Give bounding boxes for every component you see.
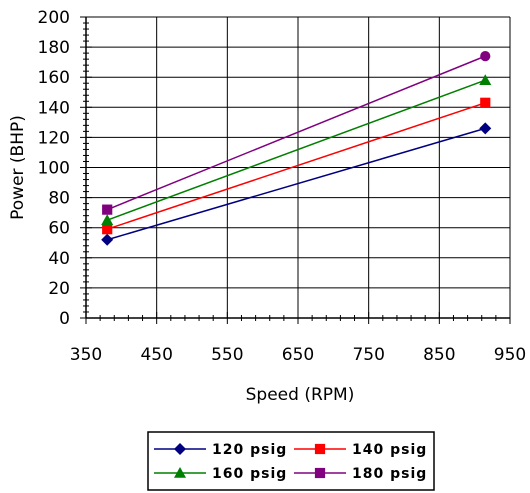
legend-box — [147, 431, 435, 491]
y-axis-title: Power (BHP) — [8, 115, 28, 220]
legend-label: 160 psig — [212, 466, 287, 482]
x-tick-label: 350 — [70, 345, 102, 365]
legend-label: 180 psig — [352, 466, 427, 482]
legend-marker — [314, 443, 326, 455]
x-tick-label: 550 — [211, 345, 243, 365]
x-tick-label: 450 — [140, 345, 172, 365]
x-tick-label: 950 — [494, 345, 526, 365]
y-tick-label: 40 — [48, 249, 70, 269]
series-layer — [101, 51, 492, 246]
legend-item: 160 psig — [154, 466, 287, 482]
y-tick-label: 100 — [38, 159, 70, 179]
data-point — [480, 51, 491, 62]
y-tick-label: 60 — [48, 219, 70, 239]
legend-label: 140 psig — [352, 442, 427, 458]
data-point — [480, 97, 491, 108]
tick-labels: 0 20 40 60 80 100 120 140 160 180 200 350 450 550 650 7… — [38, 8, 527, 365]
legend-item: 180 psig — [294, 466, 427, 482]
legend-marker — [174, 467, 186, 478]
grid — [86, 16, 511, 318]
legend: 120 psig 140 psig 160 psig 180 psig — [147, 431, 435, 491]
series-160-psig — [101, 74, 492, 225]
x-tick-label: 750 — [352, 345, 384, 365]
data-point — [101, 233, 114, 246]
y-tick-label: 160 — [38, 68, 70, 88]
legend-item: 120 psig — [154, 442, 287, 458]
series-line — [106, 79, 486, 221]
x-tick-label: 650 — [282, 345, 314, 365]
series-line — [106, 127, 486, 241]
x-axis-title: Speed (RPM) — [246, 385, 355, 405]
data-point — [479, 74, 492, 86]
legend-item: 140 psig — [294, 442, 427, 458]
legend-marker — [174, 443, 186, 455]
y-tick-label: 20 — [48, 279, 70, 299]
series-line — [106, 102, 486, 230]
y-tick-label: 180 — [38, 38, 70, 58]
series-120-psig — [101, 122, 492, 246]
y-tick-label: 80 — [48, 189, 70, 209]
series-180-psig — [102, 51, 491, 215]
data-point — [479, 122, 492, 135]
series-140-psig — [102, 97, 491, 235]
series-line — [106, 55, 486, 211]
legend-marker — [314, 467, 326, 479]
y-tick-label: 120 — [38, 128, 70, 148]
data-point — [102, 204, 113, 215]
y-tick-label: 0 — [59, 309, 70, 329]
legend-label: 120 psig — [212, 442, 287, 458]
axes — [80, 16, 511, 324]
data-point — [101, 214, 114, 225]
y-tick-label: 200 — [38, 8, 70, 28]
data-point — [102, 224, 113, 235]
x-tick-label: 850 — [423, 345, 455, 365]
y-tick-label: 140 — [38, 98, 70, 118]
